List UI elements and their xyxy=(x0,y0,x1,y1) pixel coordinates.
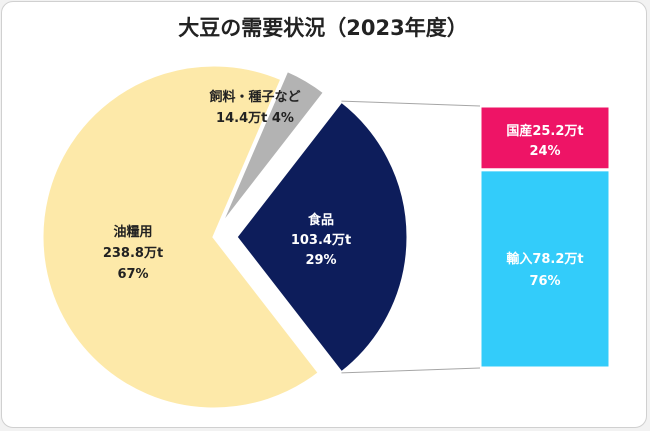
bar-segment-imported xyxy=(478,168,612,370)
slice-food xyxy=(234,99,410,375)
connector-line-top xyxy=(341,100,481,107)
connector-line-bottom xyxy=(341,367,481,374)
chart-title: 大豆の需要状況（2023年度） xyxy=(178,16,468,40)
label-oil: 油糧用 238.8万t 67% xyxy=(103,224,163,282)
label-feed-seed: 飼料・種子など 14.4万t 4% xyxy=(208,89,300,126)
label-domestic: 国産25.2万t 24% xyxy=(506,123,583,159)
label-food: 食品 103.4万t 29% xyxy=(291,212,351,268)
slice-feed-seed xyxy=(217,68,327,230)
label-imported: 輸入78.2万t 76% xyxy=(506,251,583,289)
slice-oil xyxy=(40,63,322,411)
